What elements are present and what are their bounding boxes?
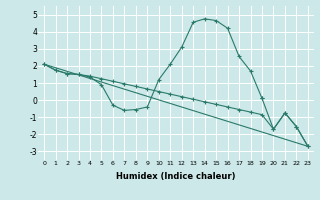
X-axis label: Humidex (Indice chaleur): Humidex (Indice chaleur) bbox=[116, 172, 236, 181]
